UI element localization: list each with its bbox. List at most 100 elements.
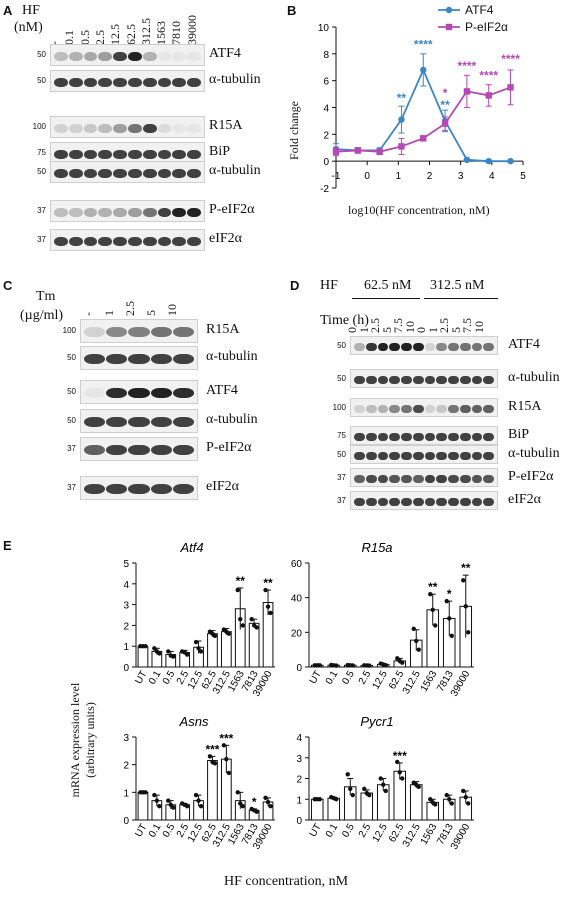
x-tick-label: -1 (332, 171, 341, 182)
blot-strip (80, 476, 198, 500)
replicate-point (235, 587, 240, 593)
blot-protein-label: α-tubulin (206, 412, 258, 427)
data-point (441, 120, 449, 127)
blot-band (98, 208, 113, 217)
replicate-point (449, 633, 454, 638)
significance-label: ** (236, 574, 246, 588)
panel-d-group2-underline (424, 298, 498, 299)
mw-marker: 37 (337, 495, 346, 505)
bar-chart-title: R15a (361, 540, 392, 555)
y-tick-label: 5 (123, 559, 129, 570)
blot-band (389, 498, 400, 506)
blot-strip (350, 336, 498, 355)
significance-annotation: **** (458, 59, 477, 73)
replicate-point (152, 646, 157, 651)
replicate-point (400, 776, 405, 781)
replicate-point (317, 663, 322, 668)
blot-band (459, 498, 471, 506)
blot-band (448, 475, 459, 483)
blot-band (150, 417, 172, 427)
blot-protein-label: α-tubulin (206, 349, 258, 364)
blot-band (172, 237, 187, 246)
blot-band (113, 169, 127, 178)
panel-label-c: C (3, 278, 13, 293)
bar (220, 631, 232, 668)
mw-marker: 50 (37, 76, 46, 85)
blot-band (483, 376, 494, 384)
mw-marker: 50 (337, 449, 346, 459)
blot-band (127, 150, 142, 159)
blot-band (172, 327, 195, 337)
panel-d-hf-label: HF (320, 278, 338, 293)
replicate-point (226, 770, 232, 776)
blot-band (98, 237, 113, 246)
blot-band (106, 417, 128, 427)
replicate-point (416, 784, 421, 789)
data-point (507, 84, 514, 91)
blot-band (187, 78, 201, 87)
bar-chart-title: Asns (179, 714, 209, 729)
significance-annotation: * (443, 86, 448, 100)
replicate-point (157, 803, 162, 809)
blot-band (401, 433, 412, 441)
blot-band (84, 327, 106, 337)
bar (327, 797, 341, 821)
blot-band (98, 169, 113, 178)
y-tick-label: 2 (323, 130, 329, 141)
blot-band (157, 237, 172, 246)
y-tick-label: 8 (323, 50, 329, 61)
lane-row (84, 484, 195, 494)
blot-band (448, 343, 459, 351)
lane-row (354, 433, 494, 441)
blot-band (98, 52, 113, 61)
blot-band (377, 405, 389, 413)
blot-band (127, 208, 142, 217)
replicate-point (166, 798, 171, 803)
replicate-point (207, 754, 213, 759)
legend-label: P-eIF2α (465, 20, 508, 34)
blot-band (106, 327, 128, 337)
significance-label: *** (219, 731, 233, 745)
blot-band (84, 484, 106, 494)
blot-band (157, 169, 172, 178)
replicate-point (444, 792, 449, 798)
replicate-point (184, 803, 190, 809)
blot-band (377, 475, 389, 483)
blot-band (354, 452, 365, 460)
panel-a-hf-label: HF (22, 3, 40, 18)
y-tick-label: 1 (296, 795, 302, 806)
blot-band (172, 354, 195, 364)
significance-annotation: **** (479, 68, 498, 82)
replicate-point (345, 772, 350, 777)
blot-band (106, 484, 128, 494)
replicate-point (198, 803, 204, 809)
blot-strip (50, 200, 205, 222)
blot-band (68, 150, 83, 159)
replicate-point (397, 770, 402, 775)
replicate-point (395, 759, 400, 765)
blot-band (172, 124, 187, 133)
mw-marker: 100 (332, 402, 346, 412)
blot-band (365, 376, 377, 384)
blot-strip (50, 116, 205, 138)
blot-band (84, 445, 106, 455)
x-category-label: 0.5 (161, 669, 178, 687)
replicate-point (433, 623, 438, 628)
x-tick-label: 1 (396, 171, 402, 182)
panel-e-xlabel: HF concentration, nM (224, 874, 349, 889)
replicate-point (447, 797, 452, 802)
lane-row (354, 343, 494, 351)
blot-band (389, 405, 400, 413)
replicate-point (198, 649, 204, 654)
blot-band (377, 376, 389, 384)
replicate-point (249, 616, 254, 622)
blot-band (84, 417, 106, 427)
replicate-point (334, 663, 339, 668)
blot-band (187, 237, 201, 246)
data-point (398, 143, 405, 150)
blot-band (187, 52, 201, 61)
lane-row (354, 498, 494, 506)
blot-band (389, 343, 400, 351)
replicate-point (383, 663, 388, 668)
